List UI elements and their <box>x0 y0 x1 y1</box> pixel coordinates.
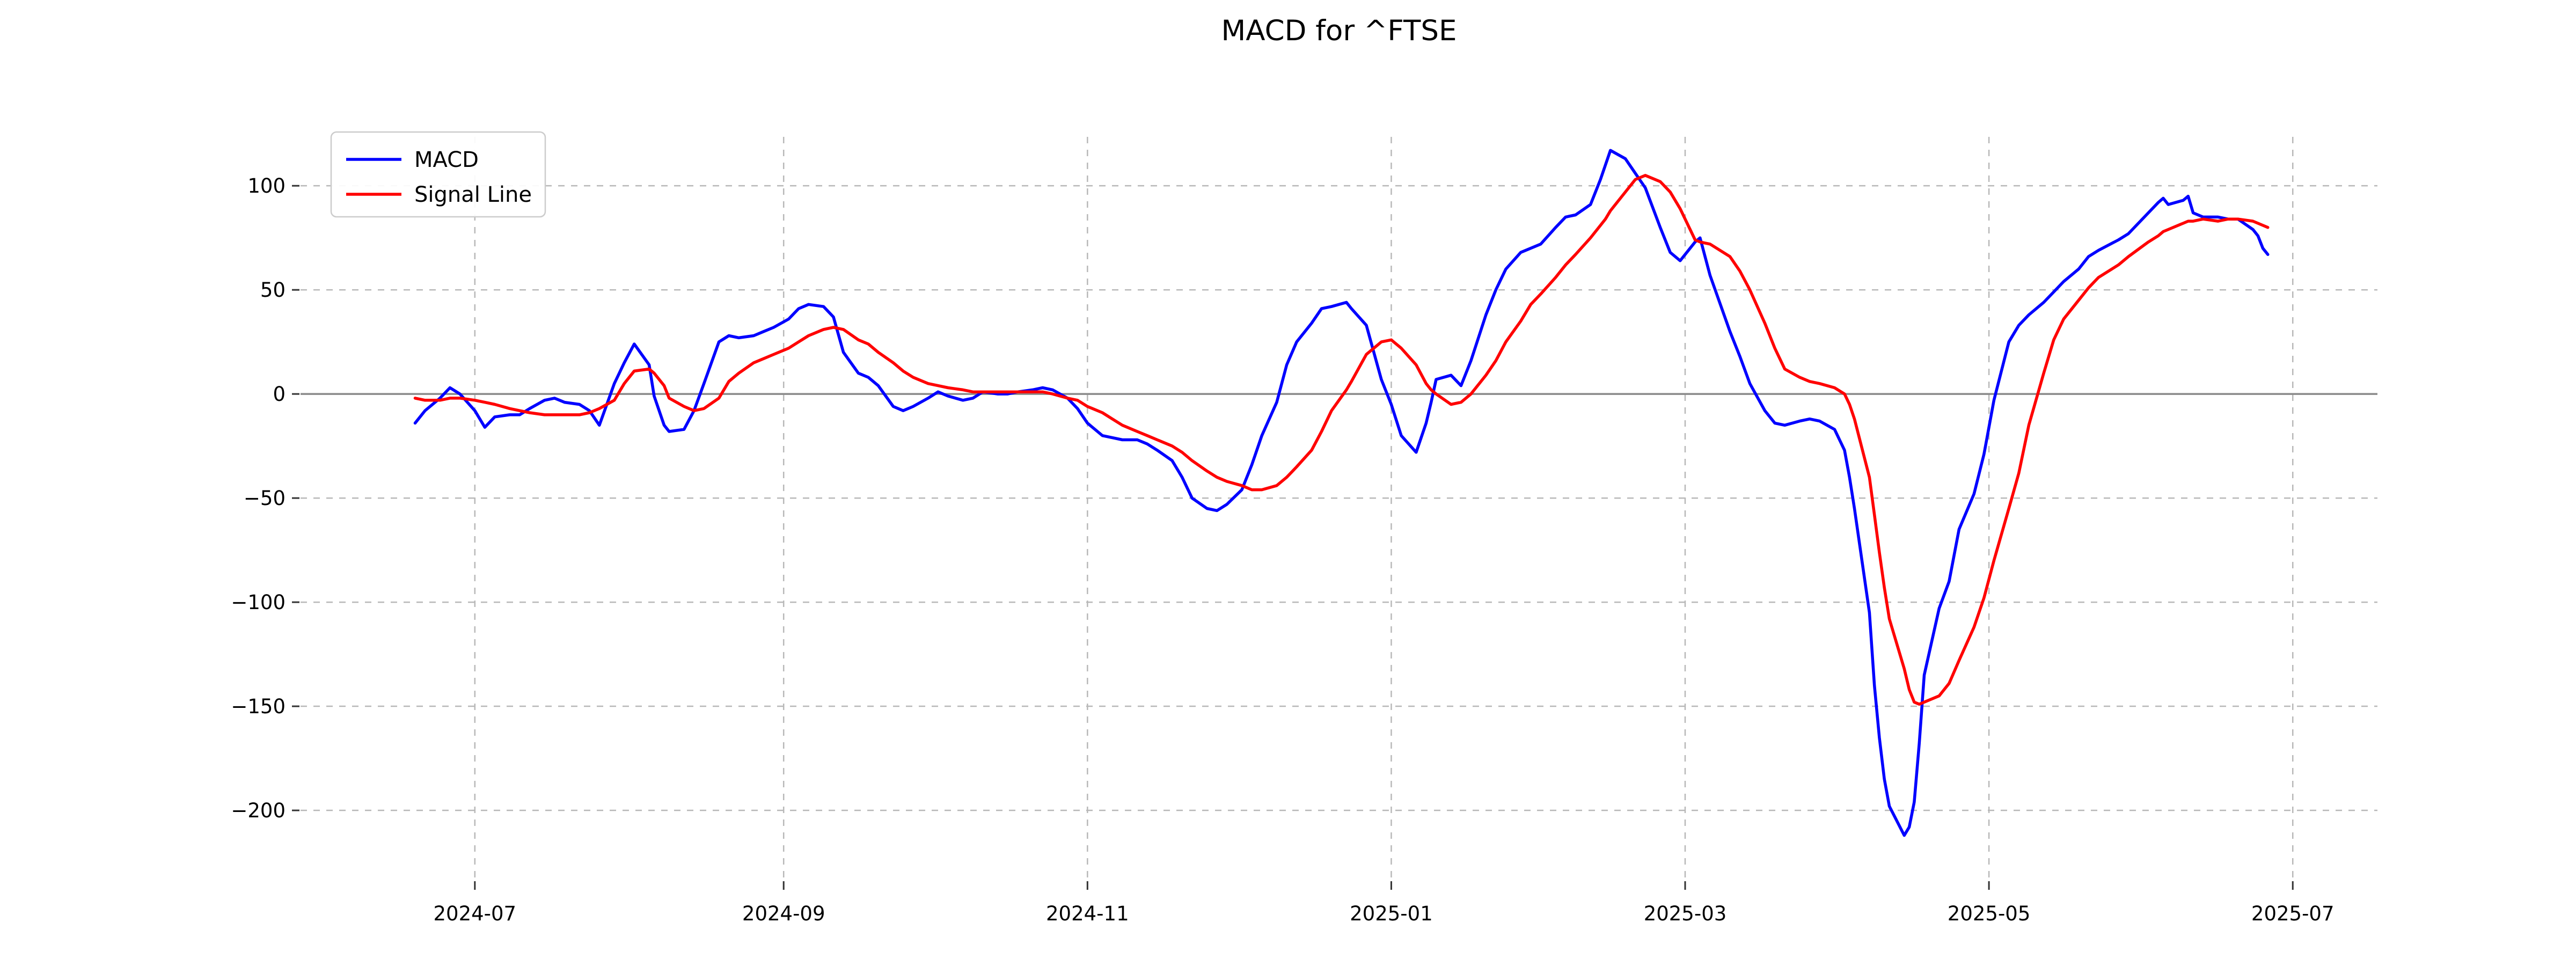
vertical-gridlines <box>474 137 2294 880</box>
y-tick-label: 100 <box>247 174 286 197</box>
x-tick-label: 2025-03 <box>1644 902 1727 925</box>
legend: MACD Signal Line <box>330 131 546 218</box>
y-tick-label: 50 <box>260 279 286 302</box>
x-tick-label: 2025-05 <box>1948 902 2031 925</box>
y-axis: 100 50 0 −50 −100 −150 −200 <box>231 174 299 822</box>
x-axis: 2024-07 2024-09 2024-11 2025-01 2025-03 2025-… <box>434 881 2334 925</box>
x-tick-label: 2024-11 <box>1046 902 1129 925</box>
legend-macd-label: MACD <box>414 148 479 172</box>
y-tick-label: 0 <box>273 383 286 406</box>
legend-signal-label: Signal Line <box>414 182 532 207</box>
macd-line <box>413 149 2270 837</box>
y-tick-label: −50 <box>244 487 286 510</box>
y-tick-label: −150 <box>231 695 286 718</box>
chart-title: MACD for ^FTSE <box>1221 14 1457 47</box>
x-tick-label: 2024-07 <box>434 902 517 925</box>
x-tick-label: 2024-09 <box>742 902 825 925</box>
x-tick-label: 2025-07 <box>2251 902 2334 925</box>
x-tick-label: 2025-01 <box>1350 902 1433 925</box>
horizontal-gridlines <box>301 185 2377 811</box>
signal-line <box>413 174 2270 706</box>
y-tick-label: −100 <box>231 591 286 614</box>
y-tick-label: −200 <box>231 799 286 822</box>
